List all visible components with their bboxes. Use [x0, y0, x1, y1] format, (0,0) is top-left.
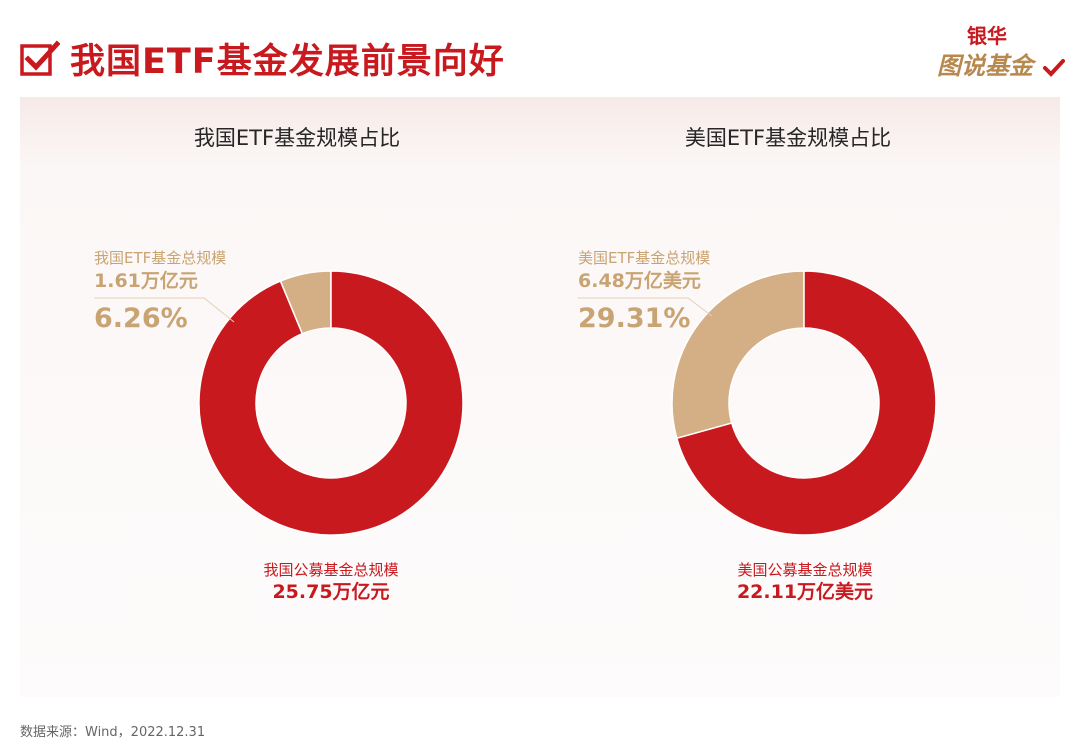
- data-source: 数据来源：Wind，2022.12.31: [20, 725, 206, 740]
- donut-slice-etf: [671, 270, 805, 440]
- donut-chart-us: [671, 270, 937, 536]
- total-label-china: 我国公募基金总规模: [263, 561, 399, 579]
- donut-chart-china: [198, 270, 464, 536]
- logo-text-bottom: 图说基金: [937, 52, 1033, 80]
- check-icon: [1043, 59, 1065, 77]
- chart-title-china: 我国ETF基金规模占比: [193, 126, 401, 150]
- etf-amount-china: 1.61万亿元: [94, 270, 198, 292]
- etf-label-us: 美国ETF基金总规模: [578, 249, 711, 267]
- total-amount-us: 22.11万亿美元: [736, 581, 874, 603]
- total-label-us: 美国公募基金总规模: [737, 561, 873, 579]
- logo: 银华 图说基金: [935, 18, 1065, 82]
- total-amount-china: 25.75万亿元: [272, 581, 390, 603]
- donut-slice-total: [675, 270, 937, 536]
- etf-amount-us: 6.48万亿美元: [578, 270, 701, 292]
- page-title: 我国ETF基金发展前景向好: [70, 42, 505, 82]
- chart-title-us: 美国ETF基金规模占比: [684, 126, 892, 150]
- checkbox-check-icon: [20, 40, 60, 76]
- logo-text-top: 银华: [967, 24, 1007, 48]
- etf-pct-china: 6.26%: [94, 303, 188, 334]
- etf-pct-us: 29.31%: [578, 303, 691, 334]
- etf-label-china: 我国ETF基金总规模: [94, 249, 227, 267]
- donut-slice-total: [198, 270, 464, 536]
- header: 我国ETF基金发展前景向好 银华 图说基金: [0, 0, 1080, 95]
